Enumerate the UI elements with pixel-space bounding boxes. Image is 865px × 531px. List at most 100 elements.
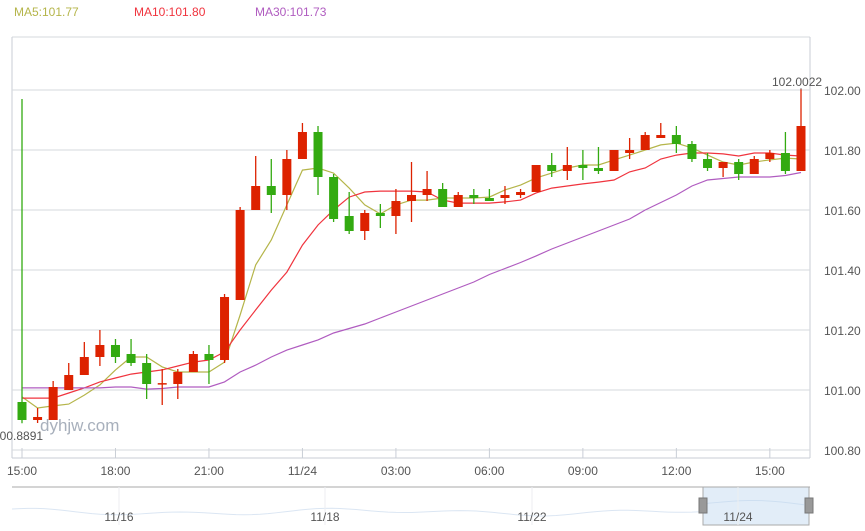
candle	[578, 150, 588, 180]
candle	[188, 351, 198, 372]
navigator-label: 11/24	[723, 510, 752, 524]
candle	[796, 89, 806, 171]
candle-body	[235, 210, 245, 300]
candle-body	[593, 168, 603, 171]
legend-ma10: MA10:101.80	[134, 5, 206, 19]
candle-body	[173, 372, 183, 384]
candle-body	[453, 195, 463, 207]
candle	[235, 207, 245, 300]
candle-body	[438, 189, 448, 207]
candle-body	[266, 186, 276, 195]
navigator-label: 11/22	[517, 510, 546, 524]
candle	[671, 126, 681, 153]
candle	[516, 189, 526, 198]
candle-body	[703, 159, 713, 168]
candle	[17, 99, 27, 424]
candle-body	[469, 195, 479, 198]
candle-body	[516, 192, 526, 195]
candle	[640, 132, 650, 150]
candle	[157, 369, 167, 405]
x-tick-label: 12:00	[661, 464, 691, 478]
candle	[329, 174, 339, 222]
candle-body	[313, 132, 323, 177]
navigator-handle-right[interactable]	[804, 497, 814, 514]
candle	[79, 342, 89, 375]
navigator-selection[interactable]	[702, 486, 810, 526]
candle-body	[48, 387, 58, 420]
candle	[391, 189, 401, 234]
candle	[297, 123, 307, 159]
candle	[266, 159, 276, 213]
candle	[562, 147, 572, 180]
x-tick-label: 18:00	[100, 464, 130, 478]
candle-body	[562, 165, 572, 171]
ma-line-ma30	[22, 171, 802, 390]
candle-body	[17, 402, 27, 420]
candle-body	[157, 383, 167, 385]
candle	[531, 165, 541, 192]
candle-body	[391, 201, 401, 216]
candle	[438, 183, 448, 207]
candle	[33, 408, 43, 423]
candle-body	[531, 165, 541, 192]
candle-body	[625, 150, 635, 153]
candle	[251, 156, 261, 210]
candle-body	[749, 159, 759, 174]
candle	[407, 162, 416, 222]
y-tick-label: 101.00	[824, 384, 861, 398]
x-tick-label: 11/24	[288, 464, 317, 478]
y-tick-label: 101.80	[824, 144, 861, 158]
candle-body	[765, 153, 775, 159]
navigator[interactable]: 11/16 11/18 11/22 11/24	[11, 486, 814, 526]
candle-body	[780, 153, 790, 171]
candle-body	[609, 150, 619, 171]
candle	[344, 192, 354, 234]
candle-body	[640, 135, 650, 150]
candle	[547, 153, 557, 177]
candle-body	[422, 189, 432, 195]
candle-body	[33, 417, 43, 420]
candle	[765, 150, 775, 162]
candle-body	[142, 363, 152, 384]
candle-body	[297, 132, 307, 159]
candle	[110, 339, 120, 363]
navigator-label: 11/18	[310, 510, 339, 524]
candle-body	[407, 195, 416, 201]
x-tick-label: 15:00	[7, 464, 37, 478]
candle	[749, 156, 759, 174]
candle-body	[344, 216, 354, 231]
y-tick-label: 101.40	[824, 264, 861, 278]
x-tick-label: 15:00	[755, 464, 785, 478]
candle-body	[375, 213, 385, 216]
y-tick-label: 101.60	[824, 204, 861, 218]
candle-body	[718, 162, 728, 168]
legend-ma30: MA30:101.73	[255, 5, 327, 19]
candle	[173, 369, 183, 399]
candle-body	[796, 126, 806, 171]
candle-body	[95, 345, 105, 357]
candle	[422, 171, 432, 201]
candle	[609, 150, 619, 171]
y-tick-label: 100.80	[824, 444, 861, 458]
watermark: dyhjw.com	[40, 416, 119, 435]
candle-body	[64, 375, 74, 390]
x-tick-label: 06:00	[474, 464, 504, 478]
y-tick-label: 101.20	[824, 324, 861, 338]
candle	[48, 381, 58, 420]
candle-body	[126, 354, 136, 363]
candle-body	[204, 354, 214, 360]
candle-body	[79, 357, 89, 375]
candle	[500, 186, 510, 204]
navigator-handle-left[interactable]	[698, 497, 708, 514]
candle	[126, 339, 136, 366]
candle-body	[282, 159, 292, 195]
candle	[95, 330, 105, 366]
x-tick-label: 21:00	[194, 464, 224, 478]
candle	[484, 189, 494, 201]
candle	[375, 204, 385, 228]
candle-body	[687, 144, 697, 159]
min-label: 100.8891	[0, 429, 43, 443]
candle	[780, 132, 790, 174]
candle-body	[484, 198, 494, 201]
candle	[313, 126, 323, 195]
